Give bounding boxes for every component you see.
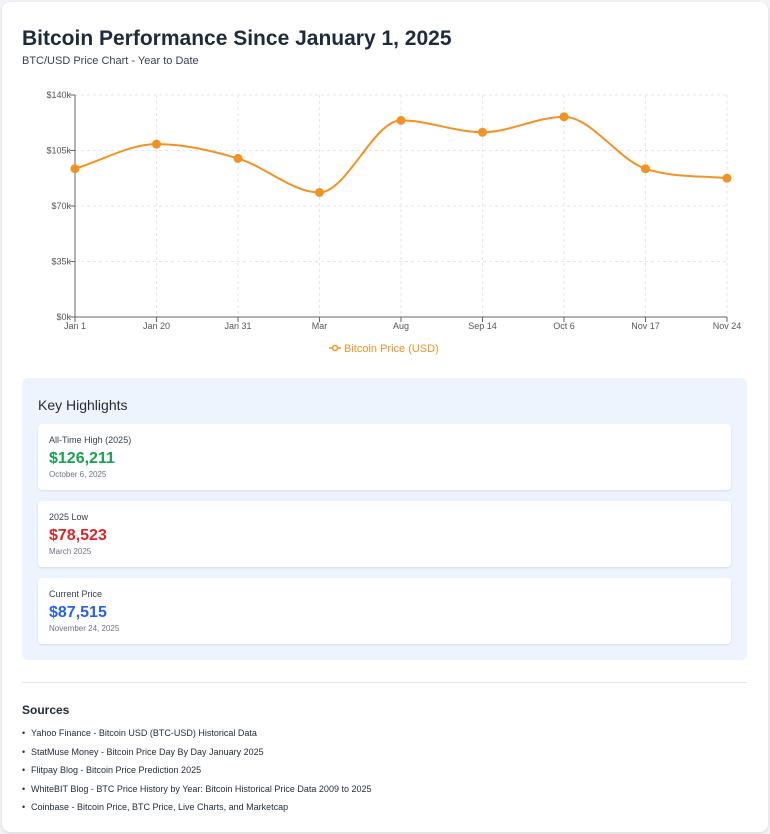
highlight-date: November 24, 2025 bbox=[49, 624, 120, 633]
data-point bbox=[641, 164, 650, 174]
legend-marker bbox=[331, 344, 339, 352]
highlight-label: All-Time High (2025) bbox=[49, 435, 132, 445]
source-text: Yahoo Finance - Bitcoin USD (BTC-USD) Hi… bbox=[31, 728, 257, 738]
y-tick-label: $105k bbox=[46, 146, 71, 156]
source-text: Flitpay Blog - Bitcoin Price Prediction … bbox=[31, 765, 202, 775]
data-point bbox=[152, 139, 161, 149]
highlight-card-all-time-high: All-Time High (2025) $126,211 October 6,… bbox=[38, 424, 731, 490]
data-point bbox=[722, 173, 732, 183]
x-tick-label: Mar bbox=[312, 321, 328, 331]
highlight-value: $126,211 bbox=[49, 450, 115, 467]
sources-title: Sources bbox=[22, 703, 70, 717]
data-point bbox=[70, 164, 80, 174]
source-item: • Yahoo Finance - Bitcoin USD (BTC-USD) H… bbox=[22, 728, 257, 738]
y-tick-label: $140k bbox=[46, 90, 71, 100]
x-tick-label: Oct 6 bbox=[553, 321, 575, 331]
source-item: • StatMuse Money - Bitcoin Price Day By D… bbox=[22, 746, 264, 757]
x-tick-label: Aug bbox=[393, 321, 409, 331]
highlight-value: $87,515 bbox=[49, 604, 107, 621]
source-item: • Coinbase - Bitcoin Price, BTC Price, Li… bbox=[22, 802, 289, 812]
x-tick-label: Nov 17 bbox=[631, 321, 660, 331]
source-item: • Flitpay Blog - Bitcoin Price Prediction… bbox=[22, 765, 202, 775]
y-tick-label: $0k bbox=[56, 312, 71, 322]
data-point bbox=[396, 115, 406, 125]
x-tick-label: Jan 20 bbox=[143, 321, 170, 331]
source-text: Coinbase - Bitcoin Price, BTC Price, Liv… bbox=[31, 802, 289, 812]
data-point bbox=[478, 127, 487, 137]
section-divider bbox=[22, 682, 747, 683]
y-tick-label: $35k bbox=[51, 257, 71, 267]
source-text: WhiteBIT Blog - BTC Price History by Yea… bbox=[31, 783, 372, 794]
data-point bbox=[559, 112, 569, 122]
sources-list: • Yahoo Finance - Bitcoin USD (BTC-USD) H… bbox=[22, 727, 371, 820]
highlight-date: March 2025 bbox=[49, 547, 92, 556]
key-highlights-panel: Key Highlights All-Time High (2025) $126… bbox=[22, 378, 747, 660]
x-tick-label: Jan 1 bbox=[64, 321, 86, 331]
data-point bbox=[233, 153, 243, 163]
key-highlights-title: Key Highlights bbox=[38, 397, 128, 413]
highlight-label: 2025 Low bbox=[49, 512, 89, 522]
page-subtitle: BTC/USD Price Chart - Year to Date bbox=[22, 55, 199, 67]
price-line-chart: $0k $35k $70k $105k $140k Jan 1 Jan 20 Jan 31 Ma… bbox=[46, 90, 742, 355]
highlight-label: Current Price bbox=[49, 589, 103, 599]
highlight-date: October 6, 2025 bbox=[49, 470, 107, 479]
x-tick-label: Jan 31 bbox=[224, 321, 251, 331]
legend-label: Bitcoin Price (USD) bbox=[344, 343, 439, 355]
x-tick-label: Nov 24 bbox=[713, 321, 742, 331]
highlight-card-current-price: Current Price $87,515 November 24, 2025 bbox=[38, 578, 731, 644]
source-item: • WhiteBIT Blog - BTC Price History by Ye… bbox=[22, 783, 372, 794]
page-title: Bitcoin Performance Since January 1, 202… bbox=[22, 27, 452, 50]
source-text: StatMuse Money - Bitcoin Price Day By Da… bbox=[31, 746, 264, 757]
data-point bbox=[315, 187, 324, 197]
highlight-value: $78,523 bbox=[49, 527, 107, 544]
x-tick-label: Sep 14 bbox=[468, 321, 497, 331]
highlight-card-low: 2025 Low $78,523 March 2025 bbox=[38, 501, 731, 567]
y-tick-label: $70k bbox=[51, 201, 71, 211]
